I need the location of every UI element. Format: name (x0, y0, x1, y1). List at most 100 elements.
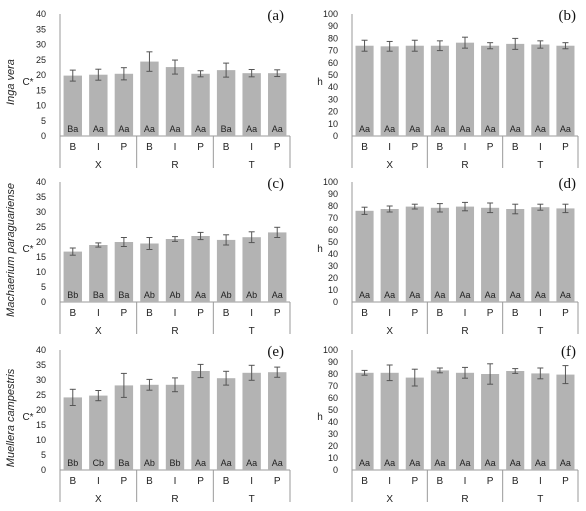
bar (140, 384, 159, 470)
group-label: T (537, 160, 543, 171)
significance-letters: Bb (67, 290, 78, 300)
x-tick-label: P (121, 142, 128, 153)
x-tick-label: I (97, 308, 100, 319)
y-tick-label: 40 (328, 249, 338, 259)
significance-letters: Aa (195, 458, 206, 468)
chart-panel-6: 0 10 20 30 40 50 60 70 80 90 100 h (f) Aa B Aa I Aa P Aa B Aa… (317, 344, 579, 505)
x-tick-label: B (437, 476, 444, 487)
y-tick-label: 35 (36, 360, 46, 370)
x-tick-label: I (174, 308, 177, 319)
group-label: R (461, 326, 468, 337)
bar (63, 251, 82, 302)
x-tick-label: P (121, 308, 128, 319)
significance-letters: Aa (434, 124, 445, 134)
y-tick-label: 50 (328, 70, 338, 80)
y-tick-label: 70 (328, 381, 338, 391)
significance-letters: Aa (118, 124, 129, 134)
x-tick-label: I (174, 142, 177, 153)
y-tick-label: 20 (36, 405, 46, 415)
x-tick-label: P (411, 308, 418, 319)
bar (531, 373, 550, 470)
chart-panel-5: 0510152025303540C*(e)BbBCbIBaPAbBBbIAaPA… (22, 344, 291, 505)
bar (268, 73, 287, 136)
y-axis-label: h (317, 244, 323, 255)
y-tick-label: 25 (36, 55, 46, 65)
y-tick-label: 20 (36, 70, 46, 80)
species-label-inga-vera: Inga vera (5, 59, 17, 105)
x-tick-label: B (361, 476, 368, 487)
x-tick-label: I (464, 142, 467, 153)
bar (63, 75, 82, 136)
y-tick-label: 20 (328, 273, 338, 283)
bar (242, 372, 261, 470)
x-tick-label: P (487, 142, 494, 153)
y-tick-label: 25 (36, 222, 46, 232)
y-tick-label: 50 (328, 405, 338, 415)
y-tick-label: 90 (328, 189, 338, 199)
y-tick-label: 30 (328, 261, 338, 271)
y-tick-label: 0 (41, 297, 46, 307)
significance-letters: Aa (434, 290, 445, 300)
x-tick-label: B (361, 308, 368, 319)
y-tick-label: 100 (323, 345, 338, 355)
significance-letters: Aa (485, 124, 496, 134)
group-label: T (537, 326, 543, 337)
x-tick-label: B (146, 142, 153, 153)
bar (242, 237, 261, 302)
group-label: T (249, 160, 255, 171)
significance-letters: Aa (409, 124, 420, 134)
significance-letters: Aa (384, 124, 395, 134)
bar (556, 374, 575, 470)
x-tick-label: B (223, 476, 230, 487)
significance-letters: Aa (535, 290, 546, 300)
y-axis-label: C* (22, 412, 33, 423)
x-tick-label: P (274, 476, 281, 487)
x-tick-label: B (512, 476, 519, 487)
bar (405, 206, 424, 302)
significance-letters: Aa (485, 290, 496, 300)
significance-letters: Aa (434, 458, 445, 468)
y-tick-label: 50 (328, 237, 338, 247)
y-tick-label: 10 (36, 101, 46, 111)
significance-letters: Ab (221, 290, 232, 300)
significance-letters: Aa (93, 124, 104, 134)
species-label-machaerium-paraguariense: Machaerium paraguariense (5, 183, 17, 317)
bar (481, 207, 500, 302)
significance-letters: Aa (510, 124, 521, 134)
x-tick-label: I (388, 142, 391, 153)
x-tick-label: P (562, 142, 569, 153)
bar (531, 44, 550, 136)
y-tick-label: 40 (36, 345, 46, 355)
significance-letters: Ba (118, 458, 129, 468)
y-tick-label: 35 (36, 24, 46, 34)
bar (481, 45, 500, 136)
bar (216, 70, 236, 136)
panel-label: (b) (559, 8, 577, 24)
y-tick-label: 80 (328, 201, 338, 211)
y-tick-label: 15 (36, 252, 46, 262)
significance-letters: Aa (535, 124, 546, 134)
significance-letters: Aa (272, 458, 283, 468)
x-tick-label: B (512, 142, 519, 153)
group-label: R (461, 494, 468, 505)
significance-letters: Ab (144, 290, 155, 300)
x-tick-label: B (223, 308, 230, 319)
significance-letters: Aa (246, 124, 257, 134)
y-tick-label: 30 (36, 40, 46, 50)
bar (114, 73, 134, 136)
species-label-muellera-campestris: Muellera campestris (5, 368, 17, 467)
bar (355, 372, 374, 470)
x-tick-label: P (487, 308, 494, 319)
x-tick-label: B (361, 142, 368, 153)
y-tick-label: 30 (328, 429, 338, 439)
significance-letters: Ba (221, 124, 232, 134)
group-label: T (537, 494, 543, 505)
bar (380, 372, 399, 470)
significance-letters: Aa (535, 458, 546, 468)
bar (114, 385, 134, 470)
group-label: X (95, 326, 102, 337)
x-tick-label: P (562, 476, 569, 487)
y-tick-label: 20 (36, 237, 46, 247)
x-tick-label: I (250, 142, 253, 153)
significance-letters: Aa (359, 458, 370, 468)
